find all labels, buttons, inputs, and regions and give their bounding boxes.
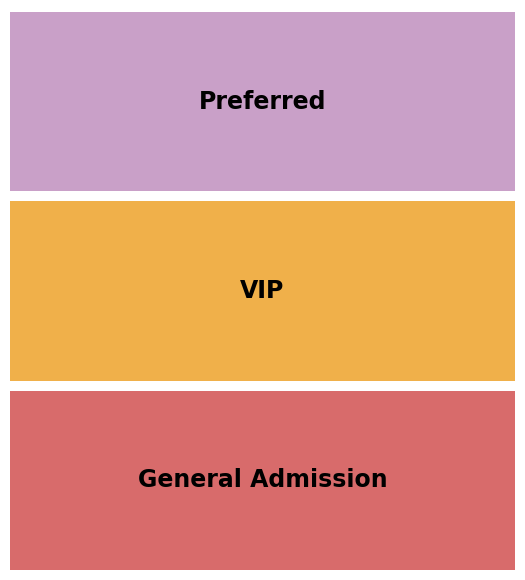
Bar (10, 391, 515, 570)
Bar (10, 12, 515, 191)
Bar (10, 201, 515, 380)
Text: General Admission: General Admission (138, 468, 387, 492)
Text: VIP: VIP (240, 279, 285, 303)
Text: Preferred: Preferred (199, 90, 326, 114)
